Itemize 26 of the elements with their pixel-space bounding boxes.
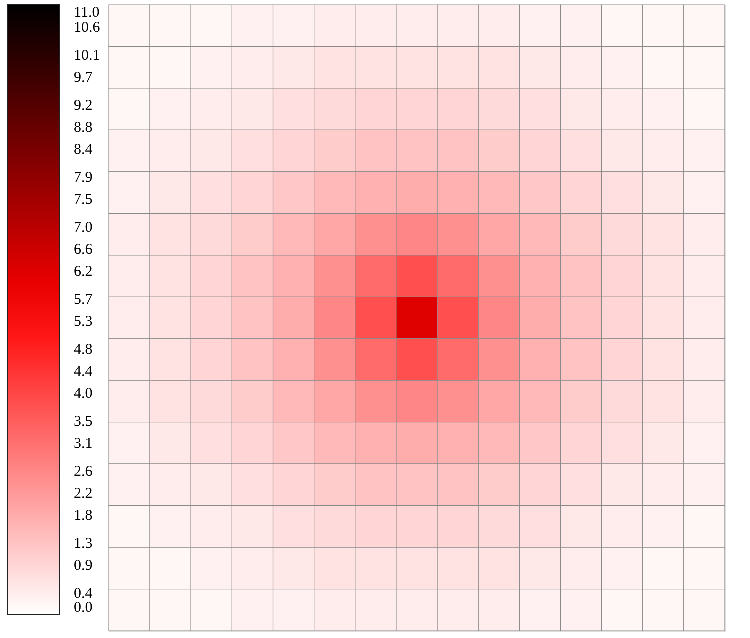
- color-bar-label: 9.2: [74, 98, 93, 114]
- color-bar-label: 7.9: [74, 170, 93, 186]
- color-bar-label: 0.0: [74, 600, 93, 616]
- color-bar-label: 6.2: [74, 264, 93, 280]
- color-bar-label: 7.5: [74, 192, 93, 208]
- color-bar-label: 4.0: [74, 386, 93, 402]
- color-bar-label: 9.7: [74, 70, 94, 86]
- color-bar-label: 0.9: [74, 558, 93, 574]
- color-bar-label: 11.0: [74, 5, 100, 21]
- color-bar-label: 10.6: [74, 20, 101, 36]
- color-bar-label: 4.4: [74, 364, 94, 380]
- color-bar-label: 0.4: [74, 586, 94, 602]
- color-bar-label: 10.1: [74, 48, 100, 64]
- color-bar-label: 2.6: [74, 464, 94, 480]
- color-bar-label: 1.8: [74, 508, 93, 524]
- color-bar-label: 2.2: [74, 486, 93, 502]
- color-bar-label: 8.4: [74, 142, 94, 158]
- color-bar-label: 3.5: [74, 414, 93, 430]
- color-bar-label: 3.1: [74, 436, 93, 452]
- color-bar-label: 5.7: [74, 292, 94, 308]
- color-bar-label: 8.8: [74, 120, 93, 136]
- color-bar-label: 4.8: [74, 342, 93, 358]
- color-bar-label: 7.0: [74, 220, 93, 236]
- color-bar-label: 1.3: [74, 536, 93, 552]
- color-bar-label: 5.3: [74, 314, 93, 330]
- color-bar-label: 6.6: [74, 242, 94, 258]
